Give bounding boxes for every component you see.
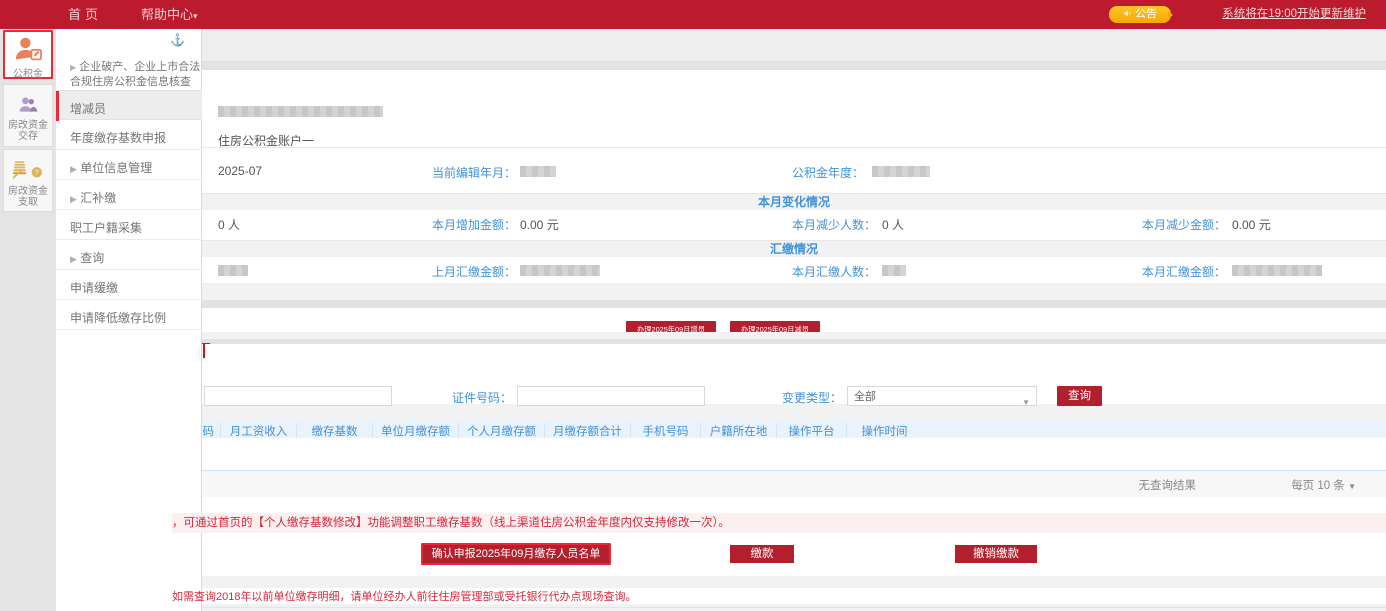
svg-text:?: ? bbox=[35, 170, 39, 177]
